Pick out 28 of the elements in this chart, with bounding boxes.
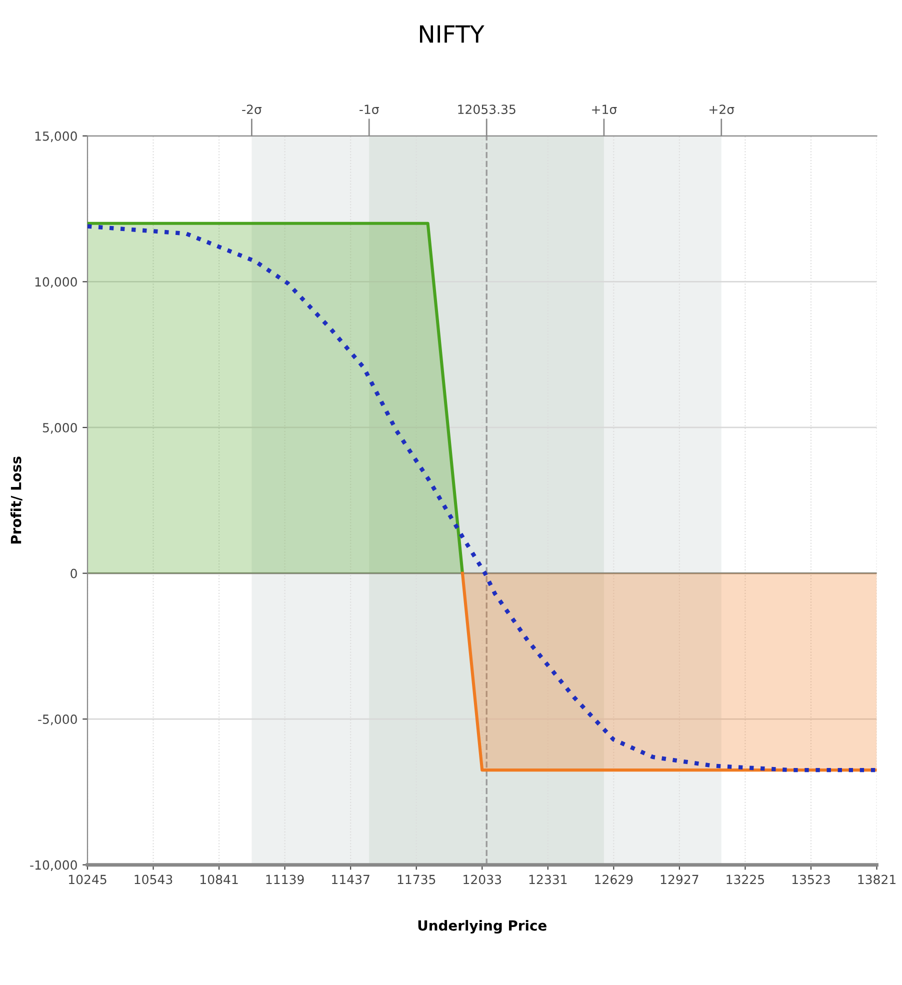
y-tick-label: -10,000 — [30, 860, 77, 872]
y-tick-label: 5,000 — [42, 422, 77, 434]
x-tick-label: 12033 — [464, 874, 501, 884]
annotation: +1σ — [592, 104, 617, 114]
x-tick-label: 12927 — [660, 874, 698, 884]
x-tick-label: 13225 — [726, 874, 764, 884]
x-tick-label: 13821 — [858, 874, 896, 884]
y-axis-title: Profit/ Loss — [10, 456, 22, 544]
x-tick-label: 13523 — [792, 874, 830, 884]
x-tick-label: 10543 — [134, 874, 172, 884]
x-tick-label: 12331 — [529, 874, 567, 884]
x-tick-label: 10841 — [200, 874, 238, 884]
x-tick-label: 12629 — [595, 874, 633, 884]
ref-line-label: 12053.35 — [458, 104, 516, 114]
y-tick-label: 15,000 — [35, 131, 77, 142]
x-tick-label: 11139 — [266, 874, 304, 884]
y-tick-label: 10,000 — [35, 277, 77, 288]
annotation: +2σ — [710, 104, 734, 114]
x-tick-label: 10245 — [68, 874, 106, 884]
x-axis-title: Underlying Price — [418, 920, 546, 934]
line-series — [87, 224, 877, 772]
x-tick-label: 11735 — [398, 874, 436, 884]
annotation: -1σ — [360, 104, 379, 114]
y-tick-label: -5,000 — [38, 714, 77, 726]
annotation: -2σ — [242, 104, 262, 114]
y-tick-label: 0 — [70, 568, 77, 578]
chart-title: NIFTY — [420, 25, 484, 43]
x-tick-label: 11437 — [332, 874, 370, 884]
